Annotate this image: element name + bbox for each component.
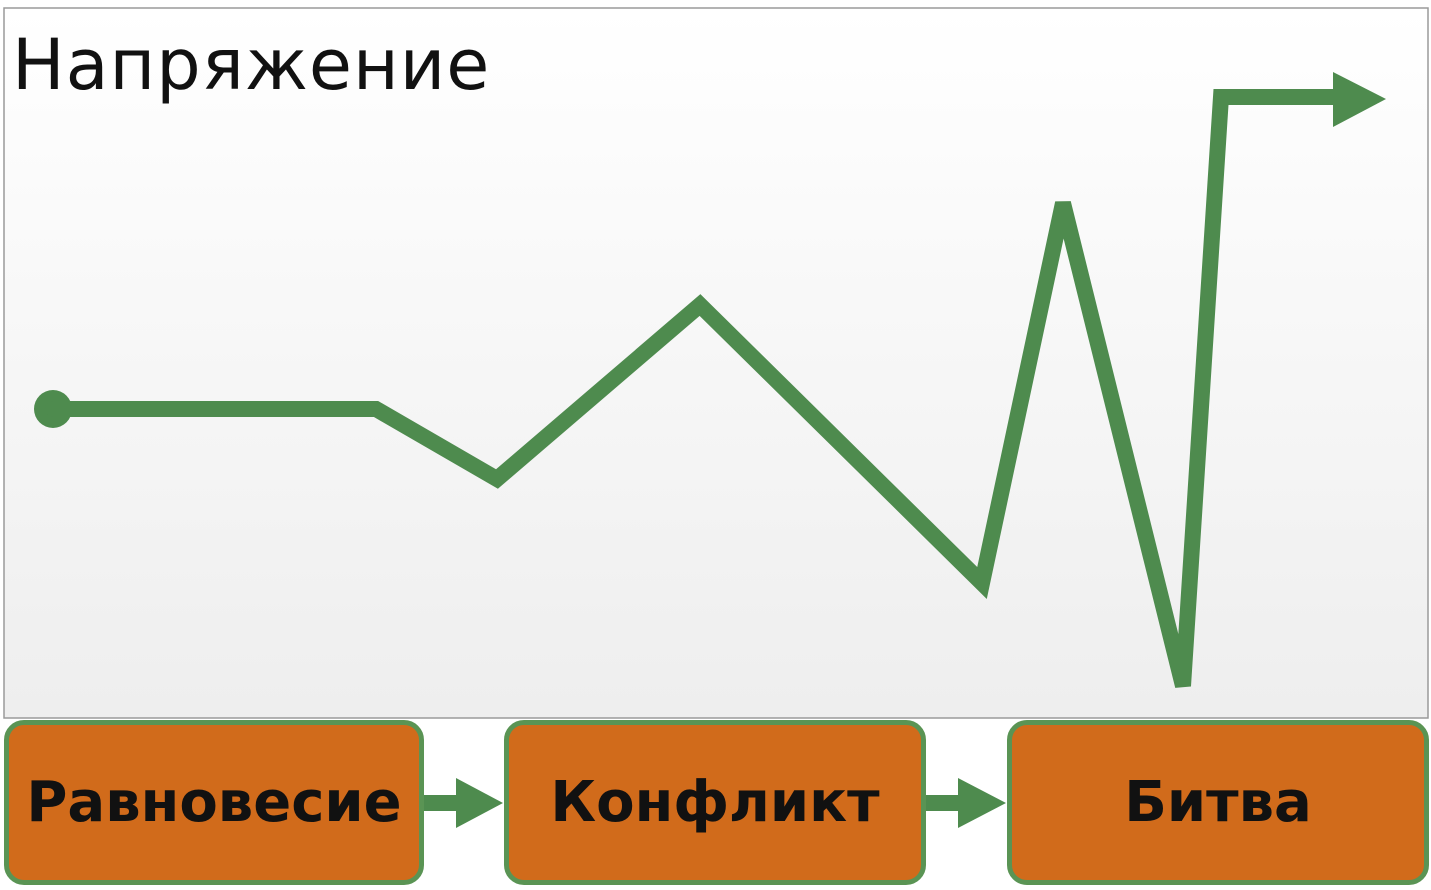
stage-connector-2 [920, 778, 1006, 828]
diagram-title: Напряжение [12, 24, 491, 106]
stage-label: Конфликт [550, 770, 880, 835]
stage-label: Равновесие [26, 770, 402, 835]
stage-conflict: Конфликт [504, 720, 926, 885]
tension-line [45, 89, 1353, 688]
stage-battle: Битва [1007, 720, 1429, 885]
tension-arrowhead [1333, 72, 1386, 127]
stage-equilibrium: Равновесие [4, 720, 424, 885]
stage-label: Битва [1124, 770, 1312, 835]
stage-connector-1 [418, 778, 503, 828]
